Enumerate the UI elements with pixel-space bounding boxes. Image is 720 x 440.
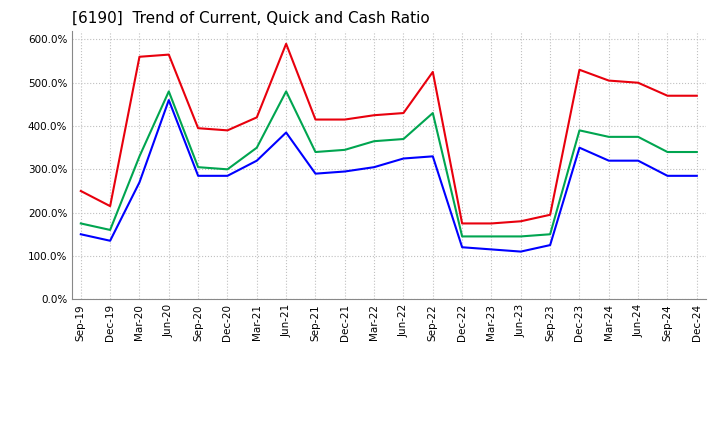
Cash Ratio (605, 158, 613, 163)
Current Ratio (370, 113, 379, 118)
Cash Ratio (164, 97, 173, 103)
Current Ratio (341, 117, 349, 122)
Quick Ratio (663, 149, 672, 154)
Cash Ratio (458, 245, 467, 250)
Line: Cash Ratio: Cash Ratio (81, 100, 697, 252)
Quick Ratio (223, 167, 232, 172)
Current Ratio (575, 67, 584, 73)
Cash Ratio (663, 173, 672, 179)
Current Ratio (106, 203, 114, 209)
Line: Current Ratio: Current Ratio (81, 44, 697, 224)
Quick Ratio (194, 165, 202, 170)
Cash Ratio (370, 165, 379, 170)
Quick Ratio (282, 89, 290, 94)
Current Ratio (399, 110, 408, 116)
Quick Ratio (135, 154, 144, 159)
Current Ratio (487, 221, 496, 226)
Cash Ratio (487, 247, 496, 252)
Cash Ratio (253, 158, 261, 163)
Cash Ratio (399, 156, 408, 161)
Quick Ratio (76, 221, 85, 226)
Current Ratio (605, 78, 613, 83)
Cash Ratio (76, 231, 85, 237)
Current Ratio (458, 221, 467, 226)
Current Ratio (634, 80, 642, 85)
Quick Ratio (634, 134, 642, 139)
Cash Ratio (223, 173, 232, 179)
Current Ratio (76, 188, 85, 194)
Cash Ratio (311, 171, 320, 176)
Current Ratio (164, 52, 173, 57)
Current Ratio (516, 219, 525, 224)
Cash Ratio (693, 173, 701, 179)
Current Ratio (282, 41, 290, 47)
Current Ratio (135, 54, 144, 59)
Quick Ratio (605, 134, 613, 139)
Text: [6190]  Trend of Current, Quick and Cash Ratio: [6190] Trend of Current, Quick and Cash … (72, 11, 430, 26)
Current Ratio (223, 128, 232, 133)
Quick Ratio (575, 128, 584, 133)
Quick Ratio (458, 234, 467, 239)
Cash Ratio (282, 130, 290, 135)
Line: Quick Ratio: Quick Ratio (81, 92, 697, 236)
Quick Ratio (164, 89, 173, 94)
Quick Ratio (341, 147, 349, 153)
Quick Ratio (428, 110, 437, 116)
Cash Ratio (428, 154, 437, 159)
Cash Ratio (634, 158, 642, 163)
Cash Ratio (575, 145, 584, 150)
Quick Ratio (693, 149, 701, 154)
Current Ratio (428, 69, 437, 74)
Cash Ratio (341, 169, 349, 174)
Quick Ratio (253, 145, 261, 150)
Current Ratio (663, 93, 672, 99)
Quick Ratio (311, 149, 320, 154)
Current Ratio (546, 212, 554, 217)
Quick Ratio (487, 234, 496, 239)
Current Ratio (311, 117, 320, 122)
Current Ratio (194, 125, 202, 131)
Cash Ratio (194, 173, 202, 179)
Current Ratio (253, 115, 261, 120)
Cash Ratio (516, 249, 525, 254)
Cash Ratio (135, 180, 144, 185)
Current Ratio (693, 93, 701, 99)
Quick Ratio (106, 227, 114, 233)
Quick Ratio (399, 136, 408, 142)
Quick Ratio (370, 139, 379, 144)
Quick Ratio (546, 231, 554, 237)
Cash Ratio (106, 238, 114, 243)
Cash Ratio (546, 242, 554, 248)
Quick Ratio (516, 234, 525, 239)
